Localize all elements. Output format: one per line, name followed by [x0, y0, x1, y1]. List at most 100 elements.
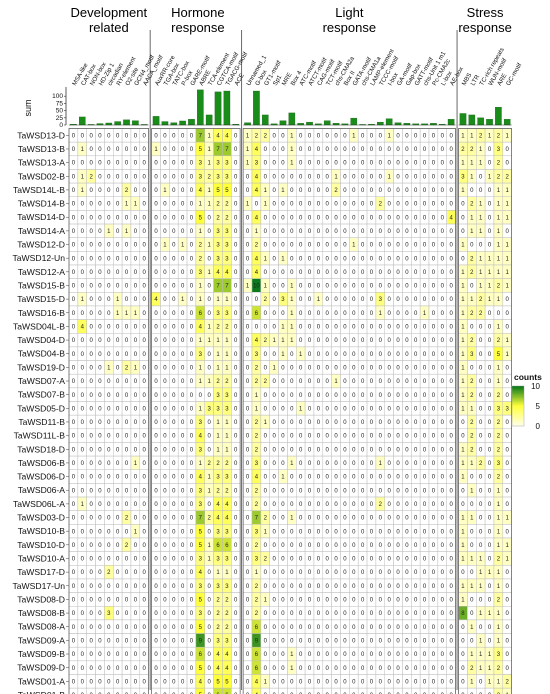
cell-value: 3	[216, 174, 220, 180]
cell-value: 1	[470, 297, 474, 303]
cell-value: 0	[89, 297, 93, 303]
cell-value: 0	[308, 147, 312, 153]
cell-value: 0	[234, 202, 238, 208]
cell-value: 0	[98, 133, 102, 139]
cell-value: 0	[432, 557, 436, 563]
cell-value: 0	[172, 215, 176, 221]
cell-value: 0	[272, 297, 276, 303]
cell-value: 0	[246, 229, 250, 235]
cell-value: 0	[154, 502, 158, 508]
cell-value: 0	[441, 270, 445, 276]
cell-value: 0	[181, 147, 185, 153]
cell-value: 0	[98, 284, 102, 290]
cell-value: 0	[449, 557, 453, 563]
cell-value: 2	[479, 133, 483, 139]
cell-value: 2	[497, 557, 501, 563]
cell-value: 0	[72, 434, 76, 440]
cell-value: 0	[334, 461, 338, 467]
cell-value: 0	[234, 529, 238, 535]
cell-value: 0	[163, 529, 167, 535]
cell-value: 0	[190, 174, 194, 180]
bar-tick-label: 75	[56, 100, 64, 107]
cell-value: 1	[134, 461, 138, 467]
cell-value: 0	[107, 297, 111, 303]
cell-value: 0	[352, 543, 356, 549]
cell-value: 0	[432, 365, 436, 371]
cell-value: 0	[116, 393, 120, 399]
cell-value: 1	[134, 529, 138, 535]
cell-value: 1	[388, 133, 392, 139]
cell-value: 2	[225, 379, 229, 385]
cell-value: 0	[264, 243, 268, 249]
cell-value: 0	[163, 379, 167, 385]
row-label: TaWSD08-D	[17, 594, 65, 604]
cell-value: 0	[506, 297, 510, 303]
cell-value: 0	[272, 475, 276, 481]
cell-value: 0	[449, 297, 453, 303]
cell-value: 0	[361, 406, 365, 412]
cell-value: 0	[89, 557, 93, 563]
cell-value: 0	[396, 488, 400, 494]
cell-value: 0	[488, 488, 492, 494]
cell-value: 1	[470, 557, 474, 563]
cell-value: 0	[317, 365, 321, 371]
cell-value: 0	[423, 229, 427, 235]
cell-value: 1	[461, 475, 465, 481]
cell-value: 0	[208, 352, 212, 358]
cell-value: 0	[246, 174, 250, 180]
cell-value: 0	[461, 488, 465, 494]
cell-value: 0	[396, 297, 400, 303]
cell-value: 0	[396, 557, 400, 563]
cell-value: 0	[72, 270, 76, 276]
cell-value: 0	[72, 229, 76, 235]
cell-value: 0	[272, 284, 276, 290]
cell-value: 0	[326, 311, 330, 317]
cell-value: 0	[81, 543, 85, 549]
cell-value: 0	[405, 570, 409, 576]
cell-value: 1	[125, 311, 129, 317]
cell-value: 0	[506, 379, 510, 385]
cell-value: 0	[272, 502, 276, 508]
cell-value: 0	[72, 284, 76, 290]
cell-value: 0	[308, 188, 312, 194]
cell-value: 0	[116, 256, 120, 262]
cell-value: 0	[506, 447, 510, 453]
cell-value: 1	[281, 188, 285, 194]
cell-value: 0	[317, 557, 321, 563]
cell-value: 0	[163, 256, 167, 262]
cell-value: 0	[317, 284, 321, 290]
cell-value: 1	[281, 325, 285, 331]
cell-value: 0	[432, 284, 436, 290]
cell-value: 0	[134, 284, 138, 290]
cell-value: 0	[190, 570, 194, 576]
cell-value: 0	[343, 243, 347, 249]
cell-value: 0	[449, 420, 453, 426]
cell-value: 0	[143, 488, 147, 494]
cell-value: 0	[414, 325, 418, 331]
cell-value: 0	[352, 161, 356, 167]
cell-value: 0	[370, 243, 374, 249]
cell-value: 0	[154, 215, 158, 221]
cell-value: 0	[379, 284, 383, 290]
cell-value: 0	[441, 133, 445, 139]
cell-value: 0	[246, 379, 250, 385]
cell-value: 0	[134, 447, 138, 453]
cell-value: 0	[405, 379, 409, 385]
cell-value: 0	[81, 557, 85, 563]
cell-value: 0	[388, 406, 392, 412]
cell-value: 0	[326, 557, 330, 563]
cell-value: 0	[290, 215, 294, 221]
cell-value: 1	[488, 174, 492, 180]
cell-value: 0	[134, 243, 138, 249]
cell-value: 0	[497, 311, 501, 317]
cell-value: 0	[432, 174, 436, 180]
cell-value: 0	[388, 516, 392, 522]
legend-tick-label: 10	[531, 382, 540, 391]
cell-value: 1	[225, 365, 229, 371]
cell-value: 0	[72, 311, 76, 317]
cell-value: 3	[216, 475, 220, 481]
cell-value: 1	[290, 325, 294, 331]
cell-value: 0	[441, 229, 445, 235]
cell-value: 0	[414, 570, 418, 576]
